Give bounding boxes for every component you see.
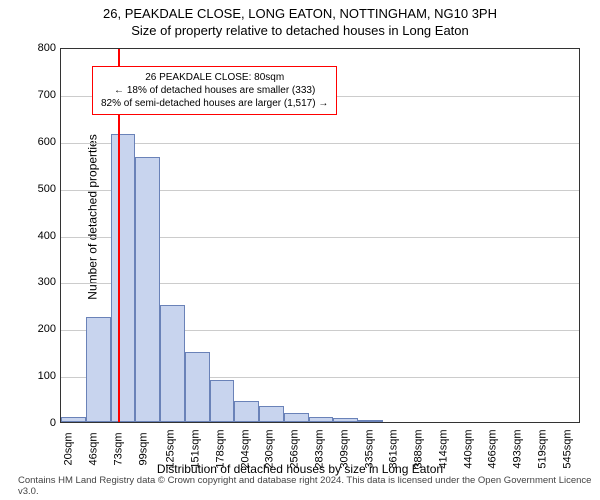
xtick-label: 73sqm [112,432,124,465]
histogram-bar [185,352,210,422]
title-sub: Size of property relative to detached ho… [0,21,600,38]
xtick-label: 151sqm [190,429,202,468]
annotation-box: 26 PEAKDALE CLOSE: 80sqm← 18% of detache… [92,66,337,115]
histogram-bar [284,413,309,422]
title-main: 26, PEAKDALE CLOSE, LONG EATON, NOTTINGH… [0,0,600,21]
histogram-bar [135,157,160,422]
ytick-label: 500 [38,183,56,195]
xtick-label: 414sqm [437,429,449,468]
histogram-bar [358,420,383,422]
histogram-bar [309,417,334,422]
xtick-label: 256sqm [289,429,301,468]
ytick-label: 0 [50,417,56,429]
histogram-bar [210,380,235,422]
histogram-bar [160,305,185,422]
xtick-label: 230sqm [264,429,276,468]
xtick-label: 125sqm [165,429,177,468]
xtick-label: 46sqm [88,432,100,465]
ytick-label: 100 [38,370,56,382]
histogram-bar [259,406,284,422]
gridline [61,143,579,144]
histogram-bar [111,134,136,422]
ytick-label: 700 [38,89,56,101]
ytick-label: 800 [38,42,56,54]
xtick-label: 466sqm [487,429,499,468]
xtick-label: 545sqm [561,429,573,468]
histogram-bar [333,418,358,422]
xtick-label: 99sqm [137,432,149,465]
histogram-bar [61,417,86,422]
xtick-label: 519sqm [536,429,548,468]
xtick-label: 204sqm [239,429,251,468]
annotation-line: 82% of semi-detached houses are larger (… [101,97,328,110]
xtick-label: 178sqm [215,429,227,468]
xtick-label: 388sqm [413,429,425,468]
xtick-label: 309sqm [338,429,350,468]
xtick-label: 283sqm [314,429,326,468]
ytick-label: 300 [38,276,56,288]
ytick-label: 200 [38,323,56,335]
xtick-label: 20sqm [63,432,75,465]
footer-text: Contains HM Land Registry data © Crown c… [18,475,600,497]
xtick-label: 493sqm [512,429,524,468]
ytick-label: 400 [38,230,56,242]
histogram-bar [234,401,259,422]
ytick-label: 600 [38,136,56,148]
xtick-label: 440sqm [462,429,474,468]
annotation-line: ← 18% of detached houses are smaller (33… [101,84,328,97]
histogram-bar [86,317,111,422]
xtick-label: 361sqm [388,429,400,468]
annotation-line: 26 PEAKDALE CLOSE: 80sqm [101,71,328,84]
xtick-label: 335sqm [363,429,375,468]
